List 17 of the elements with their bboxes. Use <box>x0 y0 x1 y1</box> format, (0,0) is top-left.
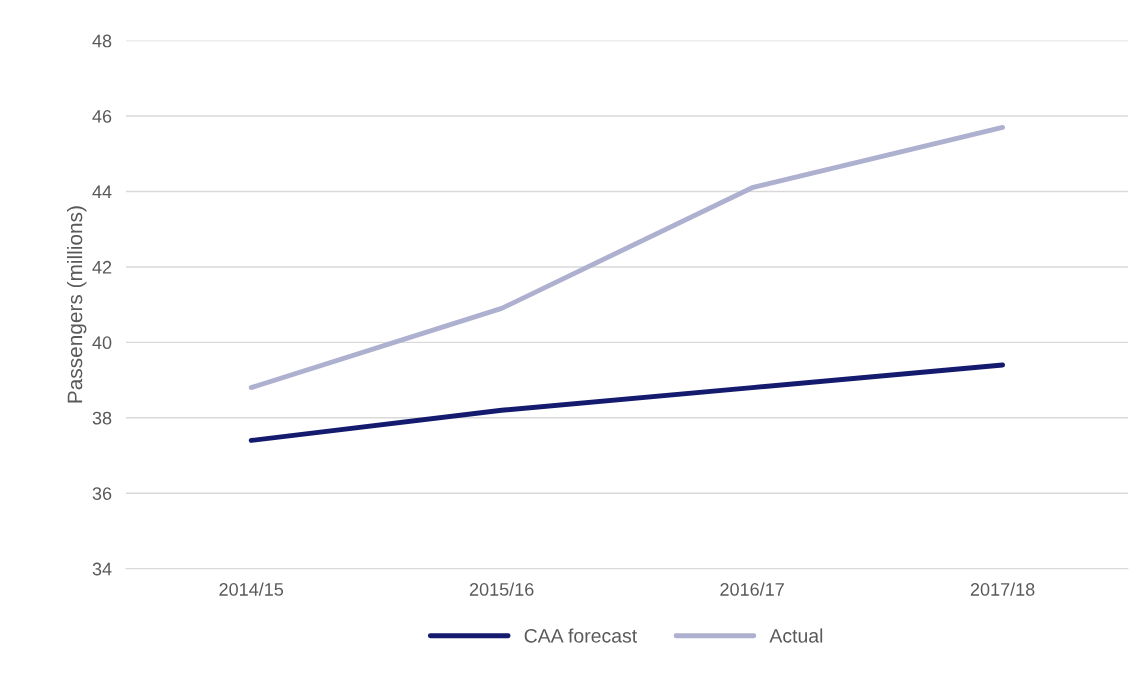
y-tick-label: 38 <box>92 411 112 425</box>
legend-label: Actual <box>769 628 823 643</box>
legend-label: CAA forecast <box>524 628 638 643</box>
x-tick-label: 2015/16 <box>469 582 534 596</box>
y-tick-label: 34 <box>92 562 112 576</box>
line-series <box>248 362 1006 443</box>
line-series <box>248 124 1006 391</box>
x-tick-label: 2016/17 <box>720 582 784 596</box>
y-tick-label: 42 <box>92 260 112 274</box>
y-tick-label: 48 <box>92 34 112 48</box>
y-tick-label: 40 <box>92 336 112 350</box>
x-tick-label: 2014/15 <box>219 582 284 596</box>
y-tick-label: 46 <box>92 109 112 123</box>
y-tick-label: 44 <box>92 185 112 199</box>
y-tick-label: 36 <box>92 487 112 500</box>
y-axis-title: Passengers (millions) <box>67 206 87 403</box>
x-tick-label: 2017/18 <box>970 582 1035 596</box>
